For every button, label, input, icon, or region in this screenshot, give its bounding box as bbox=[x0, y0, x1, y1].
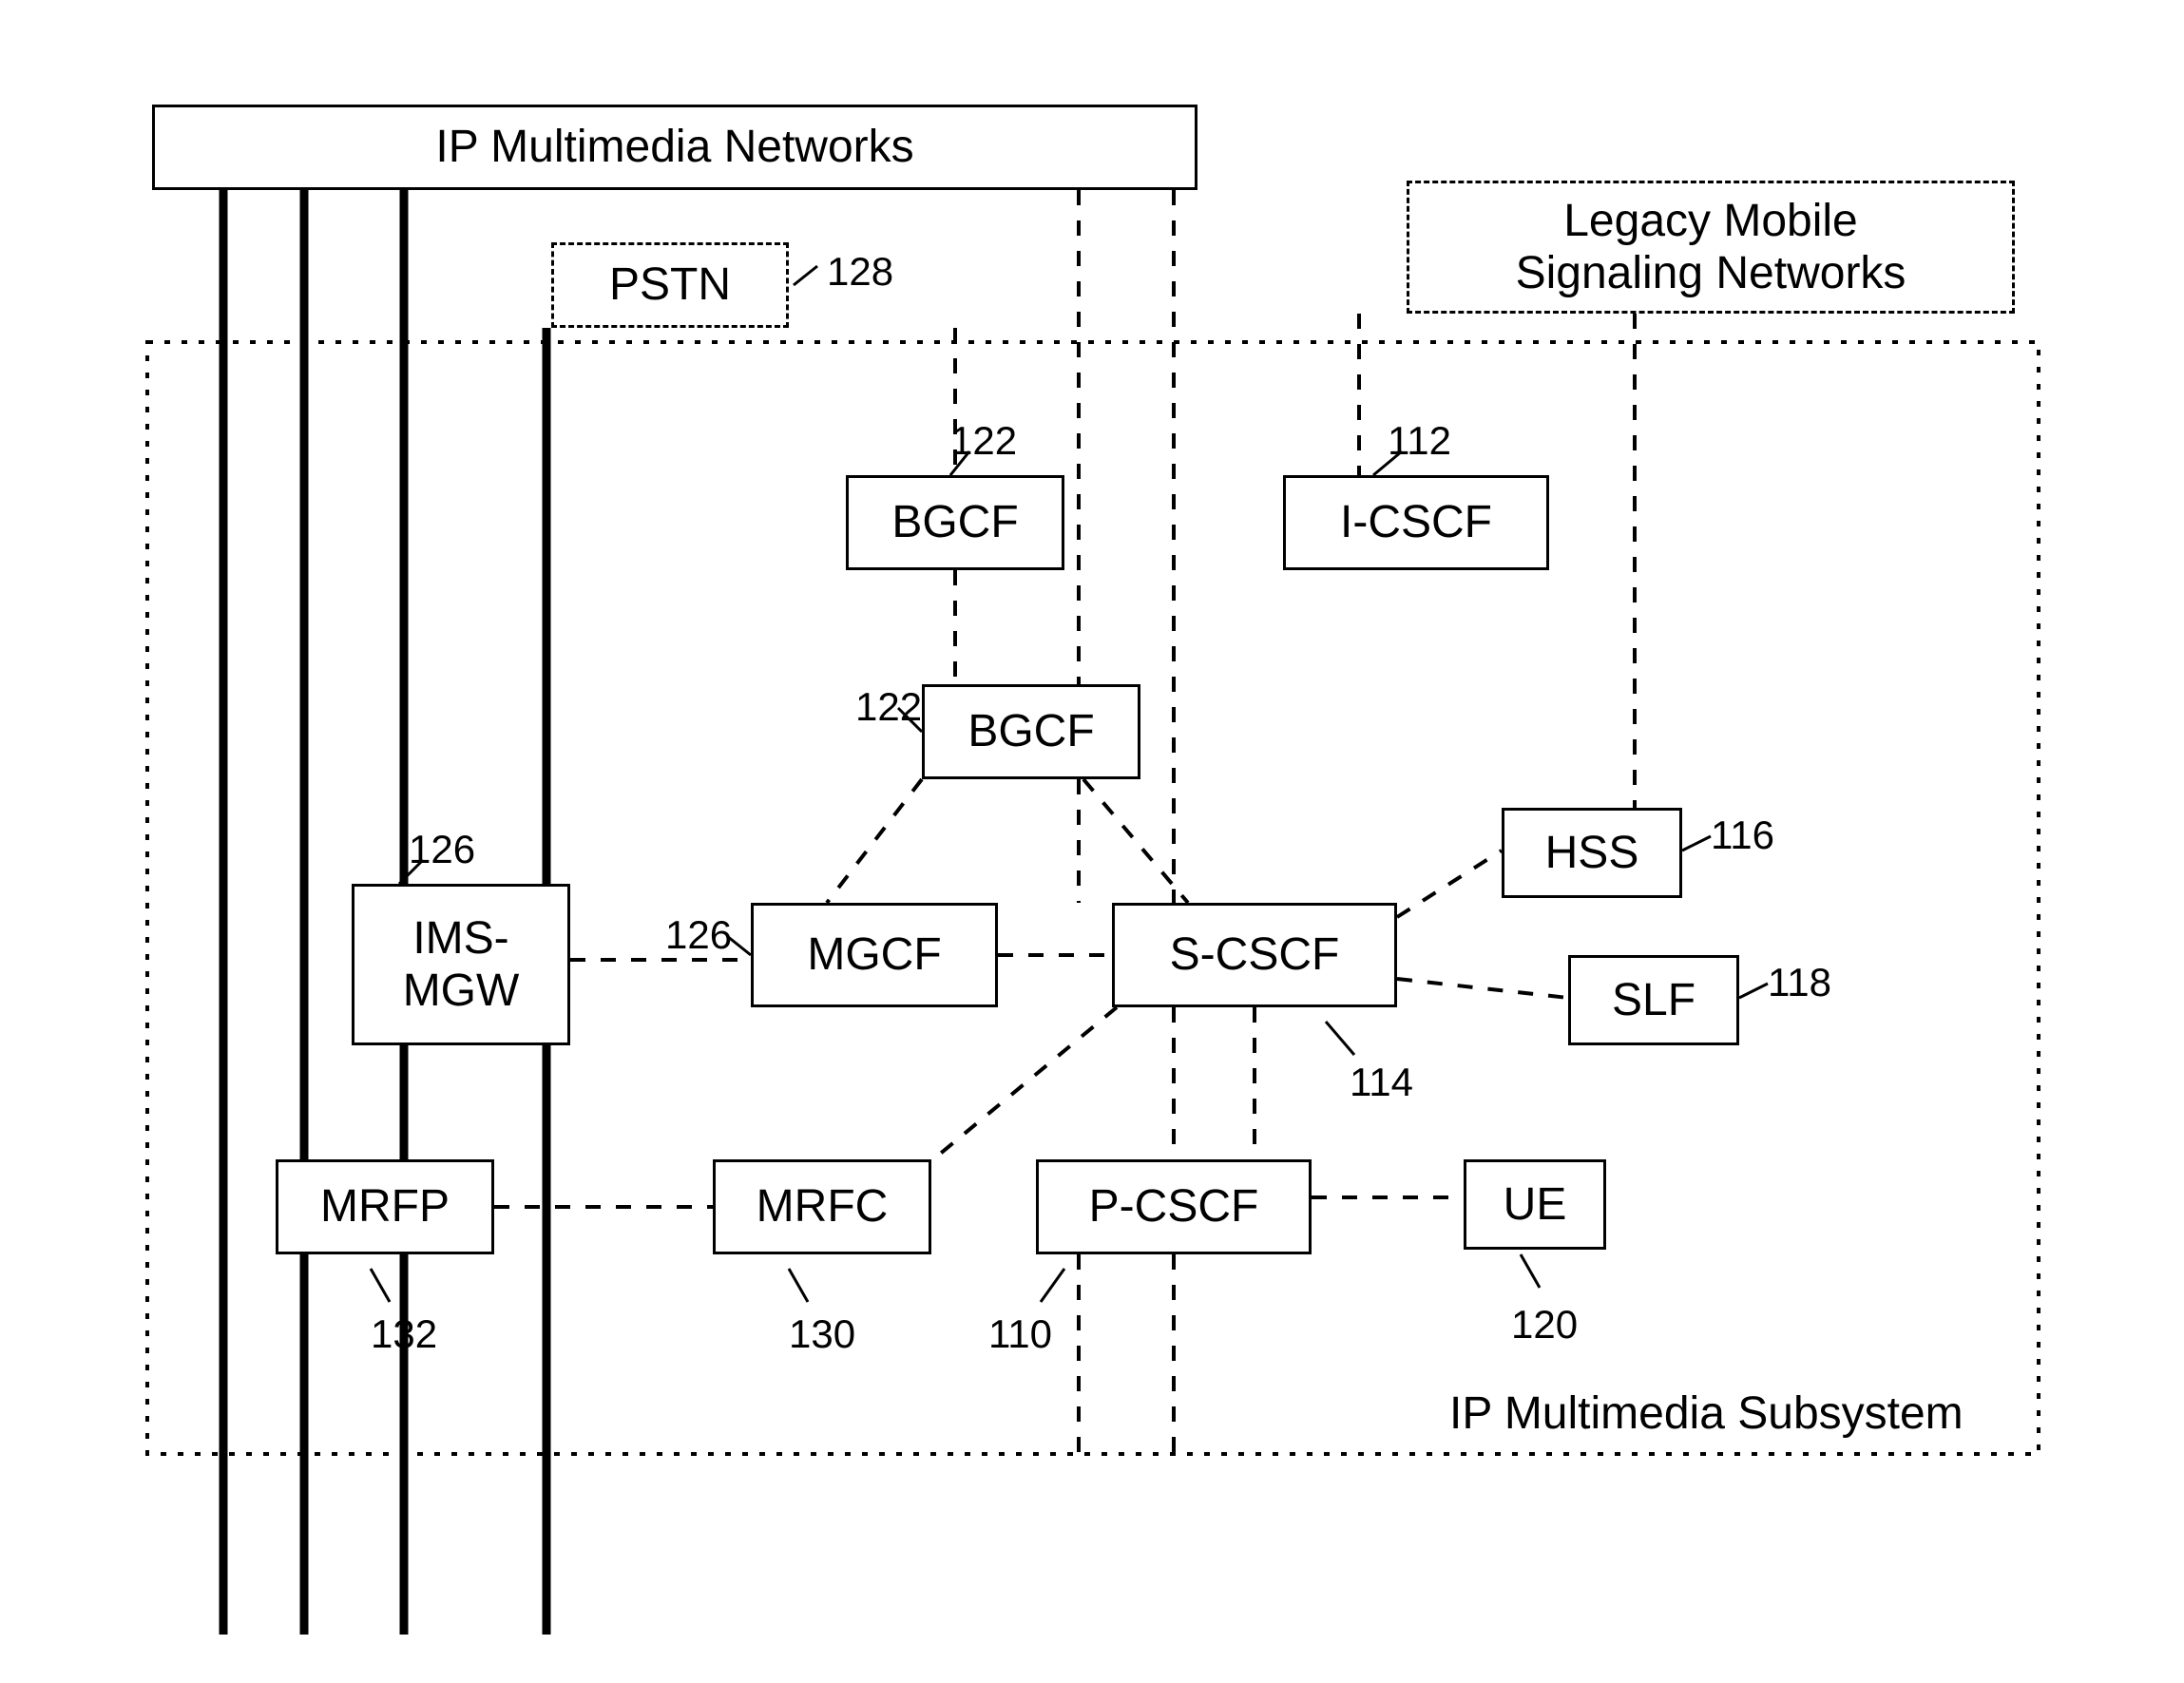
bgcf-mid-box: BGCF bbox=[922, 684, 1140, 779]
ip-multimedia-networks-label: IP Multimedia Networks bbox=[435, 121, 913, 173]
ref-120: 120 bbox=[1511, 1302, 1578, 1348]
i-cscf-label: I-CSCF bbox=[1340, 496, 1492, 548]
ref-128: 128 bbox=[827, 249, 893, 295]
pstn-box: PSTN bbox=[551, 242, 789, 328]
ref-122-top: 122 bbox=[950, 418, 1017, 464]
ref-132: 132 bbox=[371, 1311, 437, 1357]
p-cscf-box: P-CSCF bbox=[1036, 1159, 1312, 1254]
ref-126-right: 126 bbox=[665, 912, 732, 958]
ims-mgw-label: IMS- MGW bbox=[403, 912, 520, 1017]
bgcf-top-label: BGCF bbox=[891, 496, 1018, 548]
mgcf-label: MGCF bbox=[807, 928, 941, 981]
ue-label: UE bbox=[1504, 1178, 1567, 1231]
legacy-mobile-signaling-label: Legacy Mobile Signaling Networks bbox=[1516, 195, 1906, 299]
ims-mgw-box: IMS- MGW bbox=[352, 884, 570, 1045]
mgcf-box: MGCF bbox=[751, 903, 998, 1007]
hss-label: HSS bbox=[1545, 827, 1639, 879]
i-cscf-box: I-CSCF bbox=[1283, 475, 1549, 570]
p-cscf-label: P-CSCF bbox=[1089, 1180, 1259, 1233]
mrfc-label: MRFC bbox=[757, 1180, 889, 1233]
s-cscf-box: S-CSCF bbox=[1112, 903, 1397, 1007]
ref-130: 130 bbox=[789, 1311, 855, 1357]
ref-112: 112 bbox=[1388, 418, 1451, 464]
mrfp-label: MRFP bbox=[320, 1180, 450, 1233]
slf-box: SLF bbox=[1568, 955, 1739, 1045]
ip-multimedia-subsystem-caption: IP Multimedia Subsystem bbox=[1449, 1387, 1964, 1440]
s-cscf-label: S-CSCF bbox=[1170, 928, 1340, 981]
ue-box: UE bbox=[1464, 1159, 1606, 1250]
ref-126-left: 126 bbox=[409, 827, 475, 872]
ref-118: 118 bbox=[1768, 960, 1831, 1005]
bgcf-top-box: BGCF bbox=[846, 475, 1064, 570]
ref-110: 110 bbox=[988, 1311, 1052, 1357]
mrfc-box: MRFC bbox=[713, 1159, 931, 1254]
ref-116: 116 bbox=[1711, 813, 1774, 858]
pstn-label: PSTN bbox=[609, 258, 731, 311]
mrfp-box: MRFP bbox=[276, 1159, 494, 1254]
legacy-mobile-signaling-box: Legacy Mobile Signaling Networks bbox=[1407, 181, 2015, 314]
slf-label: SLF bbox=[1612, 974, 1695, 1026]
bgcf-mid-label: BGCF bbox=[967, 705, 1094, 757]
ref-122-mid: 122 bbox=[855, 684, 922, 730]
ip-multimedia-networks-box: IP Multimedia Networks bbox=[152, 105, 1197, 190]
hss-box: HSS bbox=[1502, 808, 1682, 898]
ref-114: 114 bbox=[1350, 1060, 1413, 1105]
